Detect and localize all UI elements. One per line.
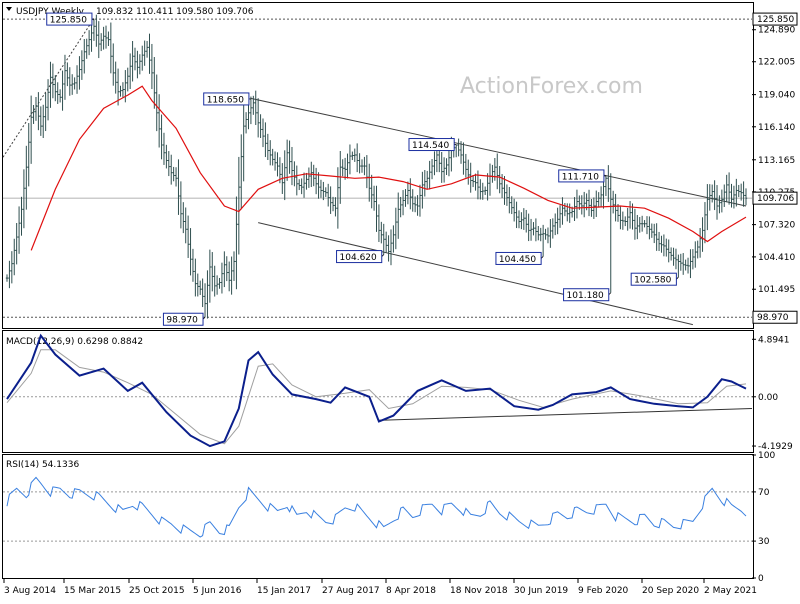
axis-price-box-frame [752,310,798,324]
x-tick-label: 15 Jan 2017 [257,586,311,596]
axis-layer: 124.890122.005119.040116.140113.165110.2… [3,12,798,596]
rsi-title: RSI(14) 54.1336 [6,460,79,470]
rsi-panel-frame [2,454,754,579]
price-y-tick-label: 122.005 [758,58,795,68]
x-tick-label: 27 Aug 2017 [322,586,380,596]
level-label-text: 104.620 [340,253,377,263]
axis-price-box-text: 125.850 [757,15,794,25]
macd-panel-frame [2,330,754,453]
price-y-tick-label: 101.495 [758,285,795,295]
macd-y-tick-label: 0.00 [758,393,778,403]
level-label: 125.850 [46,12,94,26]
level-label: 101.180 [563,288,612,302]
axis-price-box-frame [752,12,798,26]
level-label-text: 125.850 [50,16,87,26]
level-label-box [336,250,383,264]
x-tick-label: 3 Aug 2014 [4,586,56,596]
upper-trend-line [250,97,747,207]
x-tick-label: 8 Apr 2018 [386,586,436,596]
price-y-tick-label: 119.040 [758,91,795,101]
axis-price-box-frame [752,191,798,205]
x-tick-label: 2 May 2021 [704,586,757,596]
macd-line [6,333,747,448]
lower-trend-line [258,222,693,326]
level-label-box [203,92,250,106]
rsi-y-tick-label: 100 [758,451,775,461]
level-label: 118.650 [203,92,251,106]
moving-average-line [30,85,747,251]
level-label-box [162,312,204,326]
level-label: 111.710 [558,169,606,183]
x-tick-label: 30 Jun 2019 [514,586,568,596]
level-label: 104.620 [336,250,385,264]
level-label-text: 104.450 [499,255,536,265]
axis-price-box-text: 98.970 [757,313,789,323]
price-bars [5,14,748,319]
level-label-text: 114.540 [412,141,449,151]
axis-price-box: 109.706 [752,191,798,205]
axis-price-box: 98.970 [752,310,798,324]
x-tick-label: 15 Mar 2015 [64,586,121,596]
axis-price-box-text: 109.706 [757,194,794,204]
level-label: 98.970 [162,312,206,326]
level-label-text: 102.580 [634,276,671,286]
level-label-box [495,251,542,265]
level-label: 104.450 [495,251,544,265]
x-tick-label: 9 Feb 2020 [578,586,629,596]
level-label: 114.540 [408,138,457,152]
x-tick-label: 5 Jun 2016 [193,586,242,596]
level-label-box [558,169,605,183]
x-tick-label: 25 Oct 2015 [129,586,185,596]
macd-layer: MACD(12,26,9) 0.6298 0.8842 [3,333,753,448]
symbol-label: USDJPY,Weekly [16,7,85,17]
level-label-text: 101.180 [567,291,604,301]
level-label-box [46,12,93,26]
x-tick-label: 18 Nov 2018 [450,586,508,596]
x-tick-label: 20 Sep 2020 [642,586,699,596]
level-label-text: 118.650 [207,95,244,105]
macd-trend-line [378,408,753,421]
macd-signal-line [6,349,747,445]
macd-y-tick-label: 4.8941 [758,335,790,345]
price-y-tick-label: 124.890 [758,26,795,36]
price-y-tick-label: 116.140 [758,123,795,133]
level-label-box [630,272,677,286]
price-y-tick-label: 113.165 [758,156,795,166]
level-label-text: 111.710 [562,172,599,182]
price-layer: 125.850 118.650 114.540 111.710 104.620 104.4… [2,12,752,326]
level-label-box [563,288,610,302]
dropdown-triangle-icon[interactable] [6,7,12,11]
watermark-text: ActionForex.com [460,74,643,99]
rsi-line [6,476,747,538]
axis-price-box: 125.850 [752,12,798,26]
price-panel-frame [2,2,754,329]
price-y-tick-label: 104.410 [758,253,795,263]
level-label-box [408,138,455,152]
rsi-y-tick-label: 30 [758,537,770,547]
price-y-tick-label: 107.320 [758,221,795,231]
ohlc-values: 109.832 110.411 109.580 109.706 [96,7,254,17]
macd-title: MACD(12,26,9) 0.6298 0.8842 [6,337,143,347]
rsi-y-tick-label: 0 [758,574,764,584]
rsi-y-tick-label: 70 [758,488,770,498]
level-label-text: 98.970 [166,316,198,326]
level-label: 102.580 [630,272,679,286]
rsi-layer: RSI(14) 54.1336 [3,460,752,542]
macd-y-tick-label: -4.1929 [758,442,793,452]
